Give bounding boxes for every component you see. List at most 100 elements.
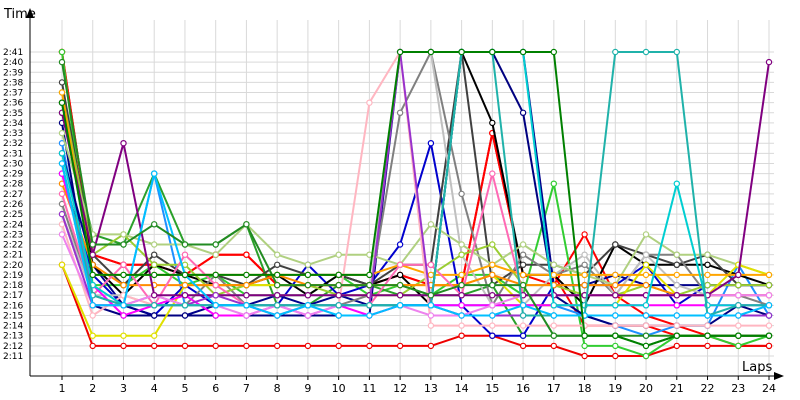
x-axis-title: Laps bbox=[742, 360, 772, 375]
data-point bbox=[735, 281, 742, 289]
data-point bbox=[120, 271, 127, 279]
data-point bbox=[335, 302, 342, 309]
data-point bbox=[581, 352, 588, 360]
data-point bbox=[642, 261, 650, 268]
data-point bbox=[519, 251, 527, 258]
data-point bbox=[458, 292, 465, 299]
data-point bbox=[581, 281, 588, 289]
data-point bbox=[489, 332, 496, 339]
x-tick-label: 5 bbox=[181, 382, 188, 395]
data-point bbox=[673, 322, 681, 329]
data-point bbox=[673, 180, 681, 187]
tick-labels: 2:112:122:132:142:152:162:172:182:192:20… bbox=[3, 48, 776, 395]
data-point bbox=[489, 322, 496, 329]
x-tick-label: 21 bbox=[670, 382, 684, 395]
data-point bbox=[427, 342, 435, 350]
data-point bbox=[396, 261, 404, 268]
series-line bbox=[61, 51, 769, 347]
data-point bbox=[58, 160, 66, 167]
data-point bbox=[735, 292, 742, 299]
data-point bbox=[89, 241, 96, 248]
data-point bbox=[642, 312, 650, 319]
data-point bbox=[366, 99, 373, 106]
data-point bbox=[427, 302, 435, 309]
data-point bbox=[427, 271, 435, 279]
y-tick-label: 2:18 bbox=[3, 281, 23, 291]
data-point bbox=[458, 190, 465, 198]
data-point bbox=[458, 332, 465, 339]
data-point bbox=[765, 342, 773, 350]
data-point bbox=[304, 312, 312, 319]
y-tick-label: 2:17 bbox=[3, 291, 23, 301]
data-point bbox=[120, 139, 127, 147]
data-point bbox=[243, 251, 250, 258]
data-point bbox=[89, 332, 96, 339]
y-tick-label: 2:27 bbox=[3, 190, 23, 200]
data-point bbox=[458, 271, 465, 279]
data-point bbox=[335, 271, 342, 279]
y-tick-label: 2:41 bbox=[3, 48, 23, 58]
y-tick-label: 2:25 bbox=[3, 210, 23, 220]
data-point bbox=[458, 241, 465, 248]
y-axis-arrow bbox=[26, 8, 34, 18]
data-point bbox=[304, 302, 312, 309]
data-point bbox=[612, 292, 619, 299]
series-line bbox=[61, 132, 770, 287]
x-tick-label: 2 bbox=[89, 382, 96, 395]
data-point bbox=[89, 271, 96, 279]
data-point bbox=[489, 312, 496, 319]
data-point bbox=[581, 261, 588, 268]
series-7 bbox=[58, 139, 773, 339]
data-point bbox=[366, 271, 373, 279]
data-point bbox=[89, 342, 96, 350]
data-point bbox=[366, 312, 373, 319]
data-point bbox=[58, 210, 66, 218]
data-point bbox=[181, 302, 189, 309]
data-point bbox=[120, 241, 127, 248]
data-point bbox=[550, 180, 558, 187]
y-tick-label: 2:28 bbox=[3, 180, 23, 190]
x-tick-label: 16 bbox=[516, 382, 530, 395]
data-point bbox=[58, 261, 66, 268]
data-point bbox=[89, 312, 96, 319]
data-point bbox=[489, 119, 496, 127]
data-point bbox=[427, 322, 435, 329]
x-tick-label: 18 bbox=[578, 382, 592, 395]
data-point bbox=[366, 342, 373, 350]
x-tick-label: 15 bbox=[485, 382, 499, 395]
y-tick-label: 2:35 bbox=[3, 109, 23, 119]
data-point bbox=[150, 302, 158, 309]
data-point bbox=[181, 251, 189, 258]
data-point bbox=[274, 271, 281, 279]
data-point bbox=[612, 352, 619, 360]
data-point bbox=[396, 342, 404, 350]
series-11 bbox=[58, 48, 773, 289]
data-point bbox=[704, 261, 711, 268]
data-point bbox=[550, 312, 558, 319]
data-point bbox=[120, 312, 127, 319]
x-tick-label: 7 bbox=[243, 382, 250, 395]
data-point bbox=[642, 271, 650, 279]
data-point bbox=[274, 302, 281, 309]
data-point bbox=[120, 261, 127, 268]
data-point bbox=[735, 332, 742, 339]
data-point bbox=[274, 312, 281, 319]
data-point bbox=[673, 48, 681, 56]
data-point bbox=[243, 312, 250, 319]
data-point bbox=[58, 79, 66, 86]
data-point bbox=[335, 312, 342, 319]
data-point bbox=[673, 261, 681, 268]
data-point bbox=[612, 332, 619, 339]
data-point bbox=[765, 58, 773, 66]
data-point bbox=[120, 231, 127, 238]
y-tick-label: 2:23 bbox=[3, 230, 23, 240]
x-axis-arrow bbox=[774, 372, 784, 380]
data-point bbox=[150, 342, 158, 350]
data-point bbox=[765, 332, 773, 339]
data-point bbox=[550, 271, 558, 279]
data-point bbox=[150, 292, 158, 299]
data-point bbox=[673, 251, 681, 258]
data-point bbox=[673, 312, 681, 319]
data-point bbox=[704, 322, 711, 329]
